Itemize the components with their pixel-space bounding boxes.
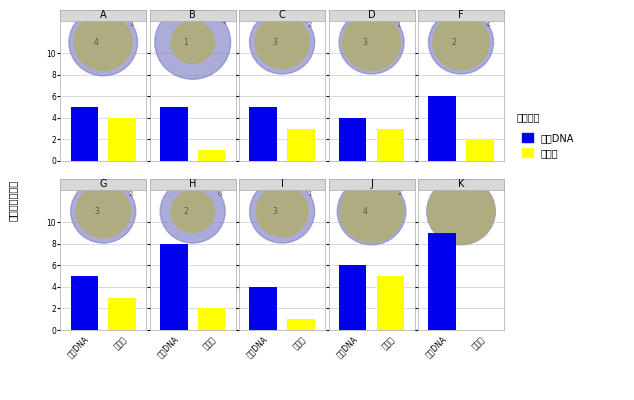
FancyBboxPatch shape xyxy=(239,10,325,21)
Text: 検出された種数: 検出された種数 xyxy=(8,180,18,220)
Ellipse shape xyxy=(340,180,403,242)
Text: 1: 1 xyxy=(183,38,188,47)
Text: B: B xyxy=(190,10,196,20)
FancyBboxPatch shape xyxy=(239,179,325,190)
Text: C: C xyxy=(279,10,285,20)
Text: 1: 1 xyxy=(129,21,134,27)
Text: 調査手法: 調査手法 xyxy=(517,112,540,122)
Ellipse shape xyxy=(155,6,231,79)
FancyBboxPatch shape xyxy=(328,179,415,190)
Ellipse shape xyxy=(343,14,401,70)
FancyBboxPatch shape xyxy=(418,179,504,190)
Text: 1: 1 xyxy=(396,22,401,28)
Text: 2: 2 xyxy=(307,22,311,28)
FancyBboxPatch shape xyxy=(150,10,236,21)
Text: 4: 4 xyxy=(362,207,367,216)
Ellipse shape xyxy=(74,14,132,70)
Bar xyxy=(108,118,136,161)
Bar xyxy=(377,128,404,161)
Ellipse shape xyxy=(337,178,406,245)
Text: H: H xyxy=(189,180,197,190)
FancyBboxPatch shape xyxy=(418,10,504,21)
Text: 4: 4 xyxy=(222,19,226,25)
Ellipse shape xyxy=(427,179,495,244)
Bar xyxy=(160,244,188,330)
Text: 3: 3 xyxy=(94,207,99,216)
Text: 3: 3 xyxy=(362,38,367,47)
Ellipse shape xyxy=(339,11,404,74)
Bar xyxy=(160,107,188,161)
Text: 2: 2 xyxy=(128,191,133,197)
Ellipse shape xyxy=(255,16,309,69)
Ellipse shape xyxy=(171,190,214,232)
Ellipse shape xyxy=(160,180,225,243)
FancyBboxPatch shape xyxy=(60,10,146,21)
Ellipse shape xyxy=(69,9,138,76)
Text: 6: 6 xyxy=(217,191,222,197)
Text: G: G xyxy=(100,180,107,190)
Text: 2: 2 xyxy=(452,38,456,47)
Text: 1: 1 xyxy=(307,191,311,197)
Bar xyxy=(429,233,456,330)
Text: F: F xyxy=(458,10,464,20)
Bar xyxy=(339,265,366,330)
Bar xyxy=(70,107,98,161)
Bar xyxy=(429,96,456,161)
Ellipse shape xyxy=(76,185,131,238)
Bar xyxy=(287,319,315,330)
Bar xyxy=(377,276,404,330)
FancyBboxPatch shape xyxy=(60,179,146,190)
Ellipse shape xyxy=(429,11,493,74)
Text: A: A xyxy=(100,10,107,20)
Legend: 環境DNA, 従来法: 環境DNA, 従来法 xyxy=(522,133,574,158)
Text: 2: 2 xyxy=(183,207,188,216)
Text: 4: 4 xyxy=(486,22,490,28)
Text: J: J xyxy=(370,180,373,190)
Bar xyxy=(339,118,366,161)
Bar xyxy=(198,308,225,330)
Text: I: I xyxy=(281,180,283,190)
Text: 2: 2 xyxy=(398,190,403,196)
Bar xyxy=(249,107,277,161)
Text: 3: 3 xyxy=(273,38,278,47)
Ellipse shape xyxy=(427,178,495,245)
Bar xyxy=(249,287,277,330)
Text: D: D xyxy=(368,10,375,20)
FancyBboxPatch shape xyxy=(328,10,415,21)
Bar xyxy=(198,150,225,161)
Bar xyxy=(70,276,98,330)
Ellipse shape xyxy=(256,186,308,237)
Bar xyxy=(108,298,136,330)
Ellipse shape xyxy=(250,180,314,243)
Ellipse shape xyxy=(71,180,136,243)
Ellipse shape xyxy=(250,11,314,74)
Bar xyxy=(466,139,494,161)
Text: K: K xyxy=(458,180,464,190)
Text: 3: 3 xyxy=(273,207,278,216)
Text: 4: 4 xyxy=(94,38,99,47)
Ellipse shape xyxy=(433,15,489,70)
Ellipse shape xyxy=(171,21,214,64)
Bar xyxy=(287,128,315,161)
FancyBboxPatch shape xyxy=(150,179,236,190)
